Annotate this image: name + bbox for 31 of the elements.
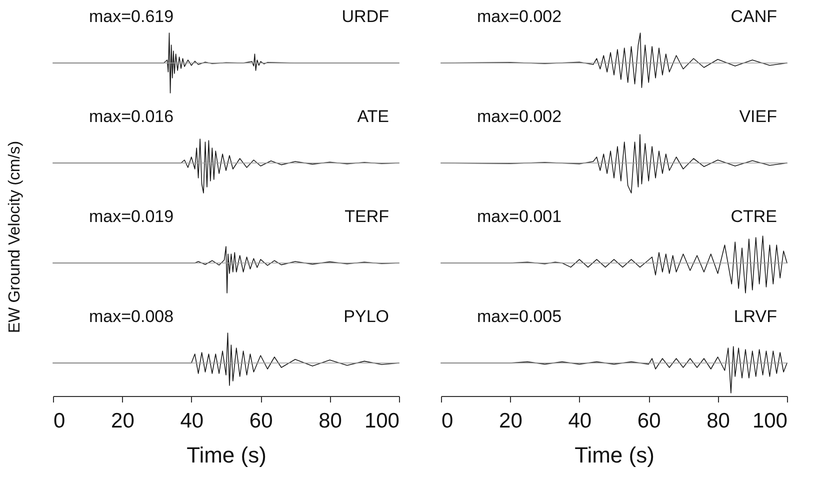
text: max=0.619 — [89, 7, 174, 26]
x-axis-title: Time (s) — [574, 442, 654, 468]
x-tick-label: 0 — [54, 410, 66, 432]
text: max=0.019 — [89, 207, 174, 226]
x-tick-label: 0 — [442, 410, 454, 432]
text: CTRE — [730, 207, 777, 226]
text: URDF — [342, 7, 389, 26]
text: max=0.005 — [477, 307, 562, 326]
x-tick-label: 60 — [249, 410, 273, 432]
x-tick-label: 100 — [752, 410, 788, 432]
x-tick-label: 80 — [706, 410, 730, 432]
x-tick-label: 20 — [499, 410, 522, 432]
text: CANF — [730, 7, 777, 26]
x-tick-label: 40 — [180, 410, 204, 432]
x-tick-label: 80 — [318, 410, 342, 432]
x-tick-label: 100 — [364, 410, 400, 432]
text: VIEF — [739, 107, 777, 126]
text: max=0.001 — [477, 207, 562, 226]
x-tick-label: 60 — [637, 410, 661, 432]
text: LRVF — [734, 307, 777, 326]
text: ATE — [357, 107, 389, 126]
x-tick-label: 40 — [568, 410, 592, 432]
x-tick-label: 20 — [111, 410, 134, 432]
text: max=0.002 — [477, 107, 562, 126]
text: max=0.002 — [477, 7, 562, 26]
y-axis-title: EW Ground Velocity (cm/s) — [6, 140, 24, 334]
text: max=0.008 — [89, 307, 174, 326]
text: PYLO — [344, 307, 389, 326]
x-axis-title: Time (s) — [186, 442, 266, 468]
text: TERF — [344, 207, 389, 226]
text: max=0.016 — [89, 107, 174, 126]
